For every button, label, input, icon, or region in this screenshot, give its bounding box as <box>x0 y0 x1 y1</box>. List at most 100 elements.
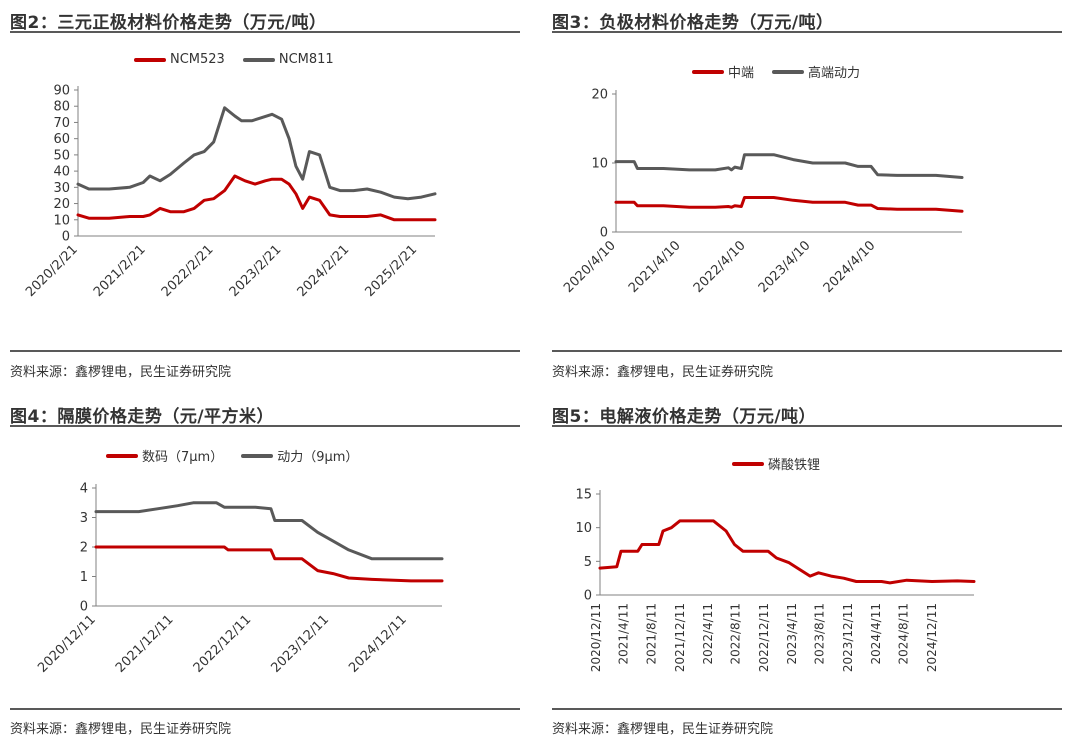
y-tick-label: 10 <box>53 213 70 228</box>
chart-legend: 磷酸铁锂 <box>732 454 820 473</box>
legend-swatch <box>241 453 274 458</box>
source-rule <box>10 350 520 352</box>
y-tick-label: 90 <box>53 84 70 99</box>
x-tick-label: 2022/12/11 <box>757 603 771 672</box>
legend-label: NCM523 <box>170 52 225 67</box>
y-tick-label: 15 <box>575 488 592 503</box>
legend-label: 动力（9μm） <box>277 450 359 465</box>
chart-title: 图4：隔膜价格走势（元/平方米） <box>10 407 275 427</box>
series-line <box>598 519 976 585</box>
x-tick-label: 2024/4/10 <box>821 238 879 296</box>
legend-item: 磷酸铁锂 <box>732 454 820 473</box>
y-tick-label: 4 <box>80 482 88 497</box>
x-tick-label: 2022/12/11 <box>191 612 255 676</box>
chart-legend: 数码（7μm） 动力（9μm） <box>106 446 358 465</box>
source-note: 资料来源：鑫椤锂电，民生证券研究院 <box>552 722 774 737</box>
y-tick-label: 70 <box>53 116 70 131</box>
x-tick-label: 2021/12/11 <box>113 612 177 676</box>
title-rule <box>10 425 520 427</box>
x-tick-label: 2020/4/10 <box>561 238 619 296</box>
y-tick-label: 0 <box>600 226 608 241</box>
legend-item: NCM811 <box>242 52 334 67</box>
y-tick-label: 50 <box>53 148 70 163</box>
chart-plot: 0 5 10 15 2020/12/11 2021/4/11 2021/8/11 2021/1… <box>575 488 976 672</box>
legend-label: 中端 <box>728 66 755 81</box>
x-tick-label: 2023/2/21 <box>227 242 285 300</box>
x-tick-label: 2024/2/21 <box>295 242 353 300</box>
legend-label: 数码（7μm） <box>142 450 224 465</box>
x-tick-label: 2022/4/11 <box>701 603 715 665</box>
y-tick-label: 60 <box>53 132 70 147</box>
y-tick-label: 20 <box>53 197 70 212</box>
y-tick-label: 30 <box>53 181 70 196</box>
x-tick-label: 2020/12/11 <box>35 612 99 676</box>
y-tick-label: 80 <box>53 100 70 115</box>
legend-item: 中端 <box>692 62 754 81</box>
title-rule <box>552 31 1062 33</box>
y-tick-label: 5 <box>584 555 592 570</box>
x-tick-label: 2021/2/21 <box>91 242 149 300</box>
y-tick-label: 20 <box>591 88 608 103</box>
x-tick-label: 2022/2/21 <box>159 242 217 300</box>
legend-item: NCM523 <box>134 52 225 67</box>
legend-swatch <box>242 57 275 62</box>
series-line <box>76 174 437 222</box>
x-tick-label: 2024/12/11 <box>346 612 410 676</box>
chart-legend: NCM523 NCM811 <box>134 52 334 67</box>
y-tick-label: 10 <box>575 521 592 536</box>
y-tick-label: 10 <box>591 157 608 172</box>
source-note: 资料来源：鑫椤锂电，民生证券研究院 <box>552 365 774 380</box>
legend-label: 磷酸铁锂 <box>768 458 821 473</box>
x-tick-label: 2020/12/11 <box>589 603 603 672</box>
legend-item: 数码（7μm） <box>106 446 223 465</box>
panel-separator: 图4：隔膜价格走势（元/平方米） 数码（7μm） 动力（9μm） 0 1 2 3 4 20… <box>10 402 520 746</box>
x-tick-label: 2024/8/11 <box>897 603 911 665</box>
legend-swatch <box>772 69 805 74</box>
panel-electrolyte: 图5：电解液价格走势（万元/吨） 磷酸铁锂 0 5 10 15 2020/12/11 20… <box>552 402 1062 746</box>
x-tick-label: 2021/12/11 <box>673 603 687 672</box>
x-tick-label: 2023/12/11 <box>841 603 855 672</box>
chart-title: 图3：负极材料价格走势（万元/吨） <box>552 13 834 33</box>
x-tick-label: 2023/4/10 <box>756 238 814 296</box>
series-line <box>94 501 444 561</box>
legend-swatch <box>732 461 764 466</box>
x-tick-label: 2023/12/11 <box>268 612 332 676</box>
title-rule <box>10 31 520 33</box>
title-rule <box>552 425 1062 427</box>
x-tick-label: 2023/4/11 <box>785 603 799 665</box>
x-tick-label: 2025/2/21 <box>362 242 420 300</box>
chart-title: 图2：三元正极材料价格走势（万元/吨） <box>10 13 327 33</box>
y-tick-label: 3 <box>80 511 88 526</box>
panel-anode: 图3：负极材料价格走势（万元/吨） 中端 高端动力 0 10 20 2020/4/10… <box>552 8 1062 388</box>
legend-item: 高端动力 <box>772 62 860 81</box>
source-rule <box>10 708 520 710</box>
x-tick-label: 2023/8/11 <box>813 603 827 665</box>
source-rule <box>552 350 1062 352</box>
x-tick-label: 2021/8/11 <box>644 603 658 665</box>
legend-label: 高端动力 <box>808 66 861 81</box>
series-line <box>76 106 437 201</box>
y-tick-label: 0 <box>584 589 592 604</box>
x-tick-label: 2024/12/11 <box>925 603 939 672</box>
chart-plot: 0 1 2 3 4 2020/12/11 2021/12/11 2022/12/11 2023/… <box>35 482 444 676</box>
source-note: 资料来源：鑫椤锂电，民生证券研究院 <box>10 722 232 737</box>
legend-label: NCM811 <box>278 52 334 67</box>
x-tick-label: 2022/8/11 <box>729 603 743 665</box>
series-line <box>614 153 964 179</box>
legend-swatch <box>134 57 166 62</box>
x-tick-label: 2022/4/10 <box>691 238 749 296</box>
source-note: 资料来源：鑫椤锂电，民生证券研究院 <box>10 365 232 380</box>
x-tick-label: 2021/4/11 <box>617 603 631 665</box>
legend-swatch <box>106 453 138 458</box>
y-tick-label: 40 <box>53 165 70 180</box>
y-tick-label: 0 <box>62 230 70 245</box>
legend-item: 动力（9μm） <box>241 446 358 465</box>
chart-title: 图5：电解液价格走势（万元/吨） <box>552 407 817 427</box>
x-tick-label: 2021/4/10 <box>626 238 684 296</box>
series-line <box>614 196 964 213</box>
y-tick-label: 0 <box>80 600 88 615</box>
chart-plot: 0 10 20 2020/4/10 2021/4/10 2022/4/10 2023/4/1… <box>561 88 964 296</box>
chart-legend: 中端 高端动力 <box>692 62 860 81</box>
series-line <box>94 545 444 583</box>
